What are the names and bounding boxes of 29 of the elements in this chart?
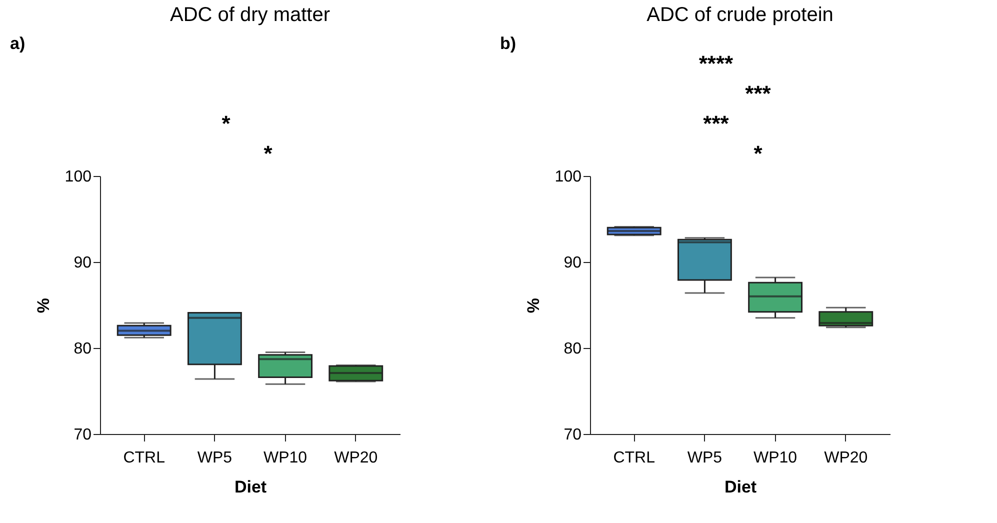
y-tick-label: 70 bbox=[564, 426, 582, 444]
y-tick-label: 100 bbox=[64, 168, 92, 186]
x-tick-label: WP20 bbox=[334, 450, 378, 466]
x-tick-label: WP5 bbox=[197, 450, 232, 466]
x-tick-label: WP10 bbox=[264, 450, 308, 466]
chart-title: ADC of dry matter bbox=[170, 4, 330, 26]
y-tick-label: 100 bbox=[554, 168, 582, 186]
text: *** * bbox=[703, 111, 763, 166]
y-tick-label: 70 bbox=[74, 426, 92, 444]
y-tick-label: 80 bbox=[74, 340, 92, 358]
text: * bbox=[222, 111, 231, 136]
x-tick-label: CTRL bbox=[613, 450, 656, 466]
y-tick-label: 90 bbox=[564, 254, 582, 272]
y-tick-label: 90 bbox=[74, 254, 92, 272]
chart-subtitle: b) bbox=[500, 34, 516, 53]
y-axis-title: % bbox=[34, 298, 53, 314]
x-tick-label: WP20 bbox=[824, 450, 868, 466]
text: **** bbox=[698, 51, 734, 76]
x-tick-label: WP5 bbox=[687, 450, 722, 466]
x-tick-label: CTRL bbox=[123, 450, 166, 466]
x-axis-title: Diet bbox=[724, 478, 757, 496]
text: *** bbox=[745, 81, 772, 106]
y-axis-title: % bbox=[524, 298, 543, 314]
y-tick-label: 80 bbox=[564, 340, 582, 358]
chart-subtitle: a) bbox=[10, 34, 26, 53]
x-tick-label: WP10 bbox=[754, 450, 798, 466]
chart-title: ADC of crude protein bbox=[646, 4, 834, 26]
x-axis-title: Diet bbox=[234, 478, 267, 496]
text: * bbox=[264, 141, 273, 166]
